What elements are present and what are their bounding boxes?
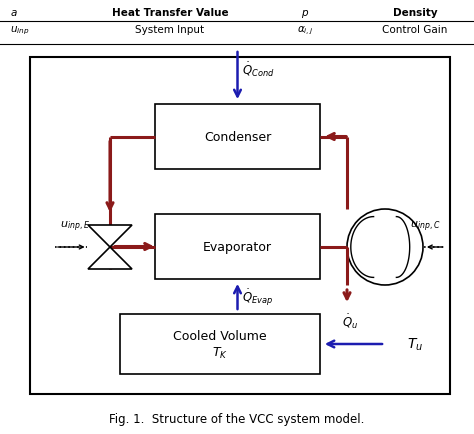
Bar xyxy=(155,105,320,170)
Text: $T_u$: $T_u$ xyxy=(407,336,423,352)
Text: $T_K$: $T_K$ xyxy=(212,345,228,360)
Text: $u_{inp}$: $u_{inp}$ xyxy=(10,25,29,37)
Text: $\dot{Q}_{Evap}$: $\dot{Q}_{Evap}$ xyxy=(243,287,274,308)
Bar xyxy=(120,314,320,374)
Text: $\alpha_{i,j}$: $\alpha_{i,j}$ xyxy=(297,25,313,37)
Text: Cooled Volume: Cooled Volume xyxy=(173,330,267,343)
Text: System Input: System Input xyxy=(136,25,205,35)
Text: Control Gain: Control Gain xyxy=(383,25,447,35)
Text: Condenser: Condenser xyxy=(204,131,271,144)
Polygon shape xyxy=(88,226,132,247)
Bar xyxy=(155,214,320,279)
Polygon shape xyxy=(88,247,132,270)
Text: Evaporator: Evaporator xyxy=(203,240,272,253)
Text: Fig. 1.  Structure of the VCC system model.: Fig. 1. Structure of the VCC system mode… xyxy=(109,413,365,425)
Text: $p$: $p$ xyxy=(301,8,309,20)
Text: Density: Density xyxy=(392,8,438,18)
Text: Heat Transfer Value: Heat Transfer Value xyxy=(112,8,228,18)
Text: $\dot{Q}_u$: $\dot{Q}_u$ xyxy=(342,312,358,330)
Text: $\dot{Q}_{Cond}$: $\dot{Q}_{Cond}$ xyxy=(243,61,275,79)
Text: $a$: $a$ xyxy=(10,8,18,18)
Circle shape xyxy=(347,210,423,285)
Text: $u_{inp,E}$: $u_{inp,E}$ xyxy=(60,219,90,233)
Text: $u_{inp,C}$: $u_{inp,C}$ xyxy=(410,219,440,233)
Bar xyxy=(30,58,450,394)
